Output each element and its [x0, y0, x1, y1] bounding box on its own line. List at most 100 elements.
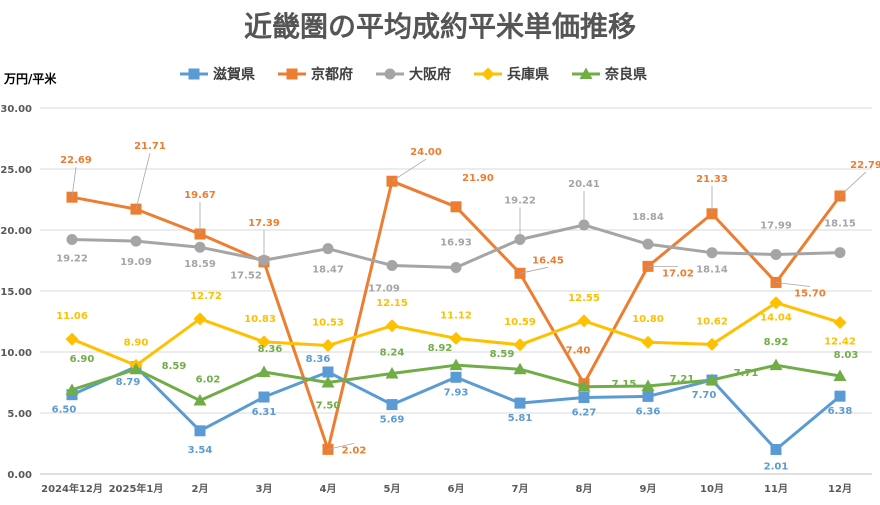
data-label: 18.59	[184, 259, 216, 270]
data-label: 19.22	[504, 196, 536, 207]
data-label: 10.59	[504, 317, 536, 328]
data-point-triangle	[577, 380, 591, 392]
data-label: 10.83	[244, 314, 276, 325]
data-label: 6.38	[828, 406, 853, 417]
data-label: 7.21	[670, 374, 695, 385]
data-label: 7.50	[316, 401, 341, 412]
data-label: 21.33	[696, 174, 728, 185]
x-tick-label: 6月	[448, 483, 465, 495]
data-point-diamond	[641, 335, 655, 349]
data-label: 17.02	[662, 268, 694, 279]
data-point-square	[386, 399, 398, 411]
data-label: 12.15	[376, 298, 408, 309]
data-label: 12.55	[568, 293, 600, 304]
data-point-circle	[130, 235, 142, 247]
legend-item: 滋賀県	[180, 66, 255, 83]
data-label: 7.93	[444, 387, 469, 398]
data-label: 8.36	[306, 354, 331, 365]
legend-label: 兵庫県	[507, 66, 549, 83]
data-label-leader	[135, 153, 151, 210]
data-point-circle	[770, 249, 782, 261]
data-label: 5.69	[380, 415, 405, 426]
data-label: 14.04	[760, 313, 792, 324]
data-label: 16.93	[440, 237, 472, 248]
data-label: 10.80	[632, 314, 664, 325]
data-label: 8.92	[764, 337, 789, 348]
y-tick-label: 5.00	[7, 409, 32, 420]
legend-item: 大阪府	[376, 66, 451, 83]
data-label: 6.90	[70, 354, 95, 365]
x-tick-label: 2025年1月	[109, 482, 164, 495]
data-label: 5.81	[508, 413, 533, 424]
data-label-leader	[391, 158, 427, 182]
data-label: 2.01	[764, 461, 789, 472]
data-point-diamond	[833, 315, 847, 329]
data-point-square	[514, 397, 526, 409]
data-label: 21.71	[134, 141, 166, 152]
data-label: 17.99	[760, 221, 792, 232]
data-label: 8.59	[490, 349, 515, 360]
data-label: 10.62	[696, 316, 728, 327]
legend-label: 京都府	[311, 66, 353, 83]
data-label: 22.79	[850, 160, 880, 171]
legend-label: 大阪府	[409, 66, 451, 83]
x-tick-label: 7月	[512, 483, 529, 495]
data-point-triangle	[129, 362, 143, 375]
series-1-labels: 6.50 8.79 3.54 6.31 8.36 5.69 7.93 5.81 6.27 6.36…	[52, 354, 853, 472]
y-tick-label: 30.00	[0, 104, 32, 115]
series-5	[65, 358, 847, 406]
data-label: 22.69	[60, 155, 92, 166]
data-point-circle	[386, 260, 398, 272]
grid-lines	[40, 107, 872, 475]
data-point-circle	[642, 238, 654, 250]
data-label: 18.14	[696, 265, 728, 276]
x-tick-label: 2024年12月	[41, 482, 103, 495]
data-point-diamond	[449, 331, 463, 345]
data-point-triangle	[705, 373, 719, 385]
data-point-diamond	[513, 338, 527, 352]
data-label: 18.84	[632, 212, 664, 223]
data-point-square	[194, 425, 206, 437]
data-label-leader	[519, 266, 549, 274]
data-label: 7.71	[734, 368, 759, 379]
data-label: 8.92	[428, 343, 453, 354]
legend-item: 奈良県	[572, 66, 647, 83]
data-label: 7.15	[612, 379, 637, 390]
x-tick-label: 3月	[256, 483, 273, 495]
data-point-diamond	[257, 335, 271, 349]
data-point-triangle	[193, 394, 207, 406]
y-tick-label: 0.00	[7, 470, 32, 481]
legend-item: 兵庫県	[474, 66, 549, 83]
data-label: 8.24	[380, 347, 405, 358]
data-label: 8.36	[258, 344, 283, 355]
data-point-square	[642, 390, 654, 402]
data-label: 8.79	[116, 377, 141, 388]
data-label: 6.31	[252, 407, 277, 418]
data-point-triangle	[513, 362, 527, 375]
data-point-circle	[194, 241, 206, 253]
data-label: 10.53	[312, 318, 344, 329]
x-tick-label: 9月	[640, 483, 657, 495]
data-point-circle	[322, 243, 334, 255]
legend-item: 京都府	[278, 66, 353, 83]
data-point-square	[450, 371, 462, 383]
data-label-leader	[327, 442, 355, 450]
data-labels-layer: 6.50 8.79 3.54 6.31 8.36 5.69 7.93 5.81 6.27 6.36…	[52, 141, 880, 472]
data-point-diamond	[193, 312, 207, 326]
data-point-square	[322, 366, 334, 378]
data-point-triangle	[579, 67, 593, 79]
data-label: 7.40	[566, 346, 591, 357]
y-axis-ticks: 0.00 5.00 10.00 15.00 20.00 25.00 30.00	[0, 104, 32, 481]
data-point-diamond	[481, 67, 495, 81]
x-axis-ticks: 2024年12月 2025年1月 2月 3月 4月 5月 6月 7月 8月 9月 10月 11月 12月	[41, 482, 852, 495]
y-tick-label: 10.00	[0, 348, 32, 359]
data-point-triangle	[833, 369, 847, 382]
data-label: 17.39	[248, 218, 280, 229]
data-point-square	[258, 391, 270, 403]
data-point-diamond	[769, 296, 783, 310]
x-tick-label: 12月	[828, 483, 852, 495]
data-label: 19.09	[120, 257, 152, 268]
data-label: 16.45	[532, 255, 564, 266]
